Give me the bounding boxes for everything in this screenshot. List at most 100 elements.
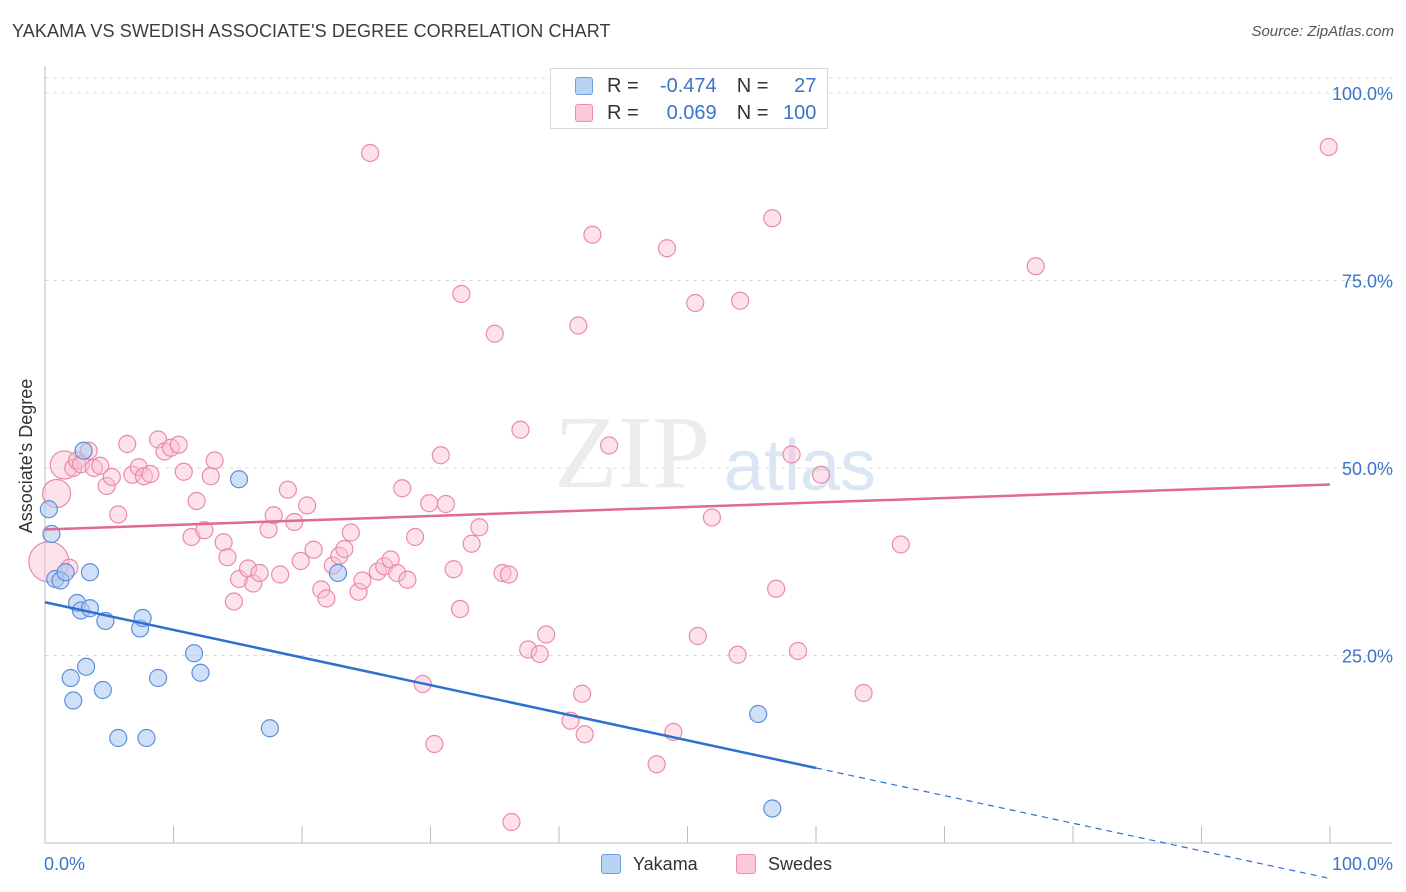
axes [44, 66, 1392, 844]
swedes-point [349, 582, 368, 601]
yakama-point [61, 668, 80, 688]
watermark-atlas: atlas [724, 426, 876, 506]
swedes-point [688, 626, 707, 646]
swedes-point [264, 506, 283, 525]
bottom-legend-label-swedes: Swedes [768, 853, 833, 874]
swedes-point [393, 479, 412, 498]
swedes-point [278, 480, 297, 499]
legend-swatch-yakama [575, 77, 593, 95]
bottom-legend-swedes[interactable]: Swedes [736, 851, 832, 877]
n-label: N = [736, 74, 769, 97]
swedes-point [224, 592, 243, 611]
swedes-point [728, 645, 747, 664]
swedes-point [569, 316, 588, 335]
source-label: Source: ZipAtlas.com [1251, 23, 1394, 40]
yakama-point [260, 719, 279, 738]
yakama-point [39, 500, 58, 519]
swedes-point [317, 589, 336, 608]
y-tick-label: 25.0% [1342, 647, 1393, 667]
swedes-point [195, 521, 214, 540]
swedes-point [123, 465, 142, 484]
swedes-point [1319, 137, 1338, 157]
yakama-point [137, 728, 156, 748]
yakama-point [229, 470, 249, 489]
swedes-point [493, 563, 512, 583]
n-label: N = [736, 101, 769, 124]
swedes-point [271, 565, 290, 584]
swedes-point [573, 684, 592, 703]
swedes-point [600, 436, 619, 455]
swedes-point [298, 496, 317, 515]
swedes-point [229, 569, 249, 589]
r-label: R = [607, 101, 639, 124]
yakama-point [328, 563, 348, 583]
swedes-point [431, 446, 450, 465]
trend-lines [44, 483, 1331, 880]
swedes-point [250, 563, 269, 583]
swedes-point [169, 435, 188, 454]
y-tick-label: 100.0% [1332, 84, 1393, 104]
correlation-legend: R = -0.474 N = 27 R = 0.069 N = 100 [550, 68, 828, 129]
yakama-point [93, 680, 112, 700]
swedes-point [511, 420, 530, 439]
swedes-point [485, 324, 504, 343]
tick-labels: 25.0% 50.0% 75.0% 100.0% 0.0% 100.0% [44, 84, 1393, 874]
swedes-point [341, 523, 360, 542]
swedes-point [291, 551, 310, 571]
swedes-point [763, 209, 782, 228]
legend-row-swedes: R = 0.069 N = 100 [575, 101, 816, 125]
yakama-point [763, 799, 782, 818]
swedes-point [244, 574, 263, 593]
swedes-point [218, 548, 237, 567]
swedes-point [436, 494, 456, 514]
swedes-point [450, 599, 470, 619]
swedes-point [462, 534, 481, 553]
swedes-point [647, 755, 666, 774]
bottom-legend-label-yakama: Yakama [633, 853, 698, 874]
swedes-point [353, 571, 372, 590]
swedes-point [1026, 257, 1045, 276]
x-tick-label: 0.0% [44, 854, 85, 874]
yakama-point [109, 728, 128, 748]
y-tick-label: 75.0% [1342, 272, 1393, 292]
swedes-point [583, 225, 602, 244]
yakama-point [148, 668, 168, 688]
swedes-point [141, 464, 160, 484]
x-tick-label: 100.0% [1332, 854, 1393, 874]
swedes-point [174, 462, 193, 481]
swedes-point [686, 293, 705, 313]
yakama-point [74, 441, 93, 460]
swedes-point [812, 465, 831, 484]
swedes-point [519, 640, 538, 659]
chart-title: YAKAMA VS SWEDISH ASSOCIATE'S DEGREE COR… [12, 21, 611, 41]
swedes-point [731, 291, 750, 310]
swedes-point [102, 467, 121, 487]
swedes-point [891, 535, 910, 554]
yakama-point [77, 657, 96, 676]
yakama-points [39, 441, 782, 818]
swedes-point [537, 625, 556, 644]
swedes-point [335, 539, 354, 559]
swedes-point [405, 527, 425, 547]
swedes-point [97, 476, 116, 496]
swedes-point [304, 540, 323, 559]
yakama-point [191, 663, 210, 682]
bottom-legend-swatch-swedes [736, 854, 756, 874]
yakama-point [80, 563, 100, 582]
swedes-point [782, 445, 801, 464]
swedes-point [129, 458, 148, 477]
swedes-point [444, 560, 463, 579]
swedes-point [470, 518, 489, 537]
swedes-point [425, 734, 444, 754]
swedes-point [214, 533, 233, 552]
swedes-point [387, 563, 407, 583]
swedes-point [452, 284, 471, 304]
swedes-point [854, 683, 873, 703]
bottom-legend-yakama[interactable]: Yakama [601, 851, 698, 877]
swedes-point [187, 491, 206, 511]
swedes-point [201, 467, 220, 486]
swedes-point [312, 580, 331, 599]
yakama-point [184, 644, 204, 663]
y-tick-label: 50.0% [1342, 459, 1393, 479]
